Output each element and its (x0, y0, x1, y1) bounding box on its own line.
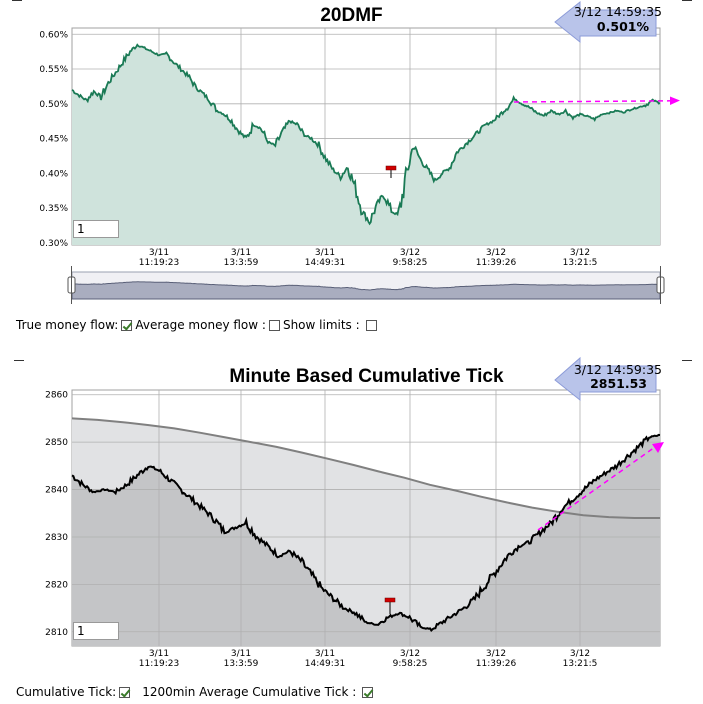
x-tick-time: 11:19:23 (139, 258, 179, 268)
x-tick-date: 3/11 (231, 649, 251, 659)
x-tick-time: 13:3:59 (224, 659, 259, 669)
tick-line (71, 433, 661, 632)
x-tick-date: 3/11 (149, 649, 169, 659)
x-tick-date: 3/11 (315, 248, 335, 258)
collapse-icon[interactable] (682, 360, 692, 361)
x-tick-date: 3/12 (486, 649, 506, 659)
true-money-flow-checkbox[interactable] (121, 319, 133, 331)
x-tick-time: 11:39:26 (476, 258, 517, 268)
x-tick-time: 11:19:23 (139, 659, 179, 669)
y-tick-label: 2840 (45, 486, 68, 496)
average-money-flow-checkbox[interactable] (268, 319, 280, 331)
x-tick-date: 3/11 (149, 248, 169, 258)
collapse-icon[interactable] (12, 0, 22, 1)
collapse-icon[interactable] (14, 360, 24, 361)
trend-arrow (513, 96, 680, 105)
true-money-flow-label: True money flow: (16, 318, 119, 332)
money-flow-line (71, 43, 661, 226)
cumulative-tick-panel: Minute Based Cumulative Tick 2860 2850 284… (0, 350, 703, 704)
x-tick-date: 3/12 (570, 248, 590, 258)
event-marker (385, 165, 397, 178)
x-tick-time: 9:58:25 (393, 659, 428, 669)
x-tick-date: 3/12 (400, 649, 420, 659)
money-flow-controls: True money flow: Average money flow : Sh… (16, 318, 380, 332)
y-tick-label: 2820 (45, 580, 68, 590)
money-flow-area (72, 44, 660, 245)
x-tick-date: 3/11 (231, 248, 251, 258)
y-tick-label: 2860 (45, 391, 68, 401)
y-tick-label: 2850 (45, 438, 68, 448)
x-tick-time: 11:39:26 (476, 659, 517, 669)
x-tick-time: 9:58:25 (393, 258, 428, 268)
event-marker (384, 597, 396, 614)
y-tick-label: 2810 (45, 628, 68, 638)
x-tick-time: 13:21:5 (563, 659, 598, 669)
x-tick-time: 14:49:31 (305, 659, 345, 669)
cumulative-tick-label: Cumulative Tick: (16, 685, 117, 699)
x-tick-time: 13:21:5 (563, 258, 598, 268)
show-limits-label: Show limits : (282, 318, 360, 332)
show-limits-checkbox[interactable] (365, 319, 377, 331)
y-tick-label: 0.45% (39, 135, 68, 145)
tick-area (72, 434, 660, 646)
collapse-icon[interactable] (682, 0, 692, 1)
cumulative-tick-controls: Cumulative Tick: 1200min Average Cumulat… (16, 685, 376, 699)
readout-value: 0.501% (597, 19, 650, 34)
y-tick-label: 0.55% (39, 65, 68, 75)
y-tick-label: 0.50% (39, 100, 68, 110)
x-tick-time: 14:49:31 (305, 258, 345, 268)
y-tick-label: 2830 (45, 533, 68, 543)
readout-value: 2851.53 (590, 376, 647, 391)
value-readout: 3/12 14:59:35 0.501% (554, 0, 662, 44)
money-flow-chart: 0.60% 0.55% 0.50% 0.45% 0.40% 0.35% 0.30% 3/11… (39, 0, 680, 304)
chart-title: 20DMF (320, 5, 383, 26)
zoom-input[interactable] (73, 622, 119, 640)
x-tick-date: 3/12 (570, 649, 590, 659)
avg-cumulative-tick-label: 1200min Average Cumulative Tick : (142, 685, 357, 699)
y-tick-label: 0.35% (39, 204, 68, 214)
value-readout: 3/12 14:59:35 2851.53 (554, 356, 662, 402)
x-tick-date: 3/12 (400, 248, 420, 258)
x-tick-date: 3/12 (486, 248, 506, 258)
range-navigator[interactable] (67, 266, 665, 304)
money-flow-panel: 20DMF 0.60% 0.55% 0.50% 0.45% 0.40% 0.35% 0.30… (0, 0, 703, 340)
y-tick-label: 0.30% (39, 239, 68, 249)
chart-title: Minute Based Cumulative Tick (229, 366, 504, 387)
y-tick-label: 0.40% (39, 169, 68, 179)
readout-time: 3/12 14:59:35 (574, 362, 662, 377)
zoom-input[interactable] (73, 220, 119, 238)
average-money-flow-label: Average money flow : (135, 318, 266, 332)
cumulative-tick-checkbox[interactable] (119, 686, 131, 698)
x-tick-date: 3/11 (315, 649, 335, 659)
x-tick-time: 13:3:59 (224, 258, 259, 268)
trend-arrow (537, 442, 664, 531)
readout-time: 3/12 14:59:35 (574, 4, 662, 19)
avg-cumulative-tick-checkbox[interactable] (362, 686, 374, 698)
y-tick-label: 0.60% (39, 30, 68, 40)
